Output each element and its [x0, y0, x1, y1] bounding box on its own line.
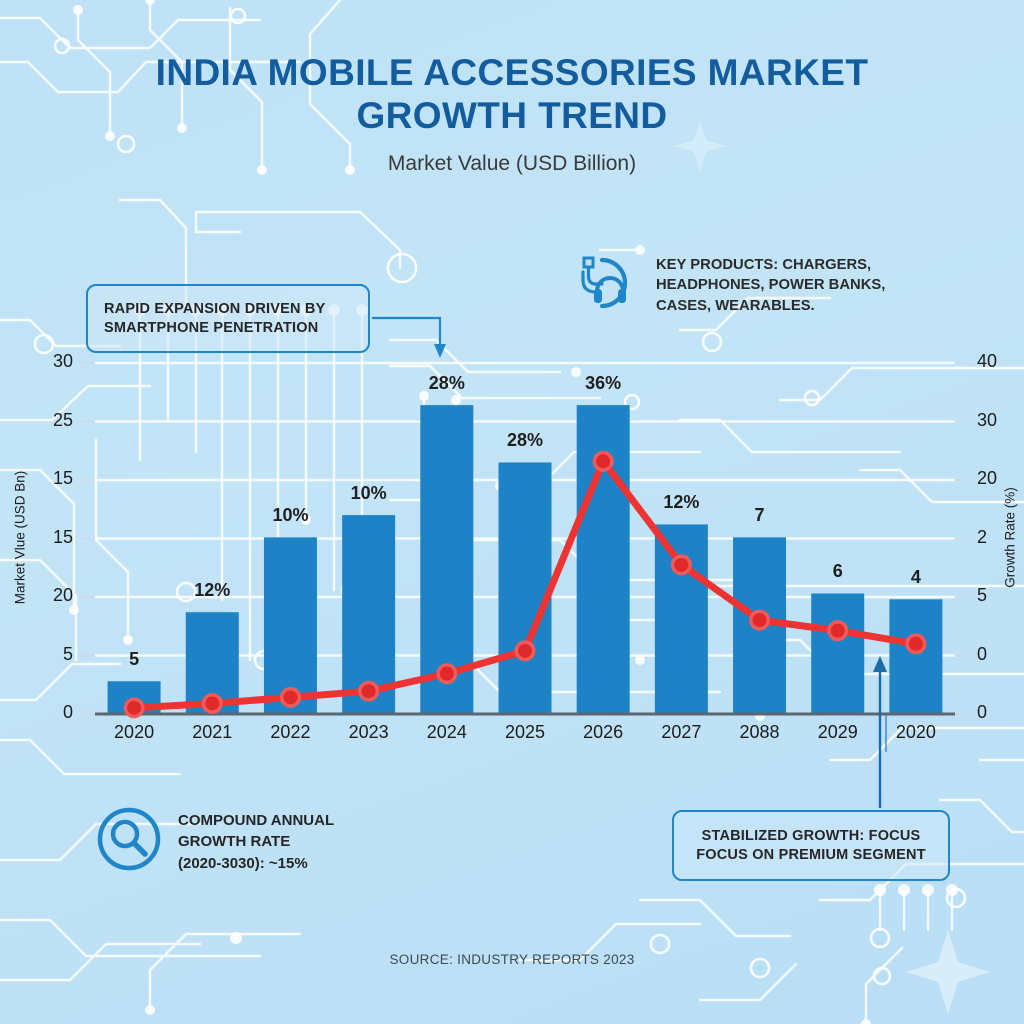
- y-axis-left-tick-label: 5: [62, 643, 73, 664]
- callout-stable-line-2: FOCUS ON PREMIUM SEGMENT: [696, 846, 926, 863]
- bar[interactable]: [654, 524, 708, 714]
- y-axis-right-tick-label: 5: [977, 585, 988, 605]
- y-axis-left-tick-label: 25: [52, 409, 73, 430]
- bar[interactable]: [811, 593, 865, 714]
- line-marker[interactable]: [127, 700, 142, 715]
- source-note: SOURCE: INDUSTRY REPORTS 2023: [389, 952, 635, 967]
- bar-data-label: 28%: [506, 430, 544, 451]
- key-products-block: KEY PRODUCTS: CHARGERS, HEADPHONES, POWE…: [576, 250, 966, 316]
- x-axis-tick-label: 2029: [817, 722, 858, 742]
- magnifier-icon: [97, 807, 161, 871]
- page-title: INDIA MOBILE ACCESSORIES MARKET GROWTH T…: [0, 52, 1024, 138]
- x-axis-tick-label: 2025: [504, 722, 546, 742]
- bar[interactable]: [263, 537, 317, 714]
- key-products-line-1-rest: CHARGERS,: [778, 257, 872, 273]
- y-axis-right-tick-label: 0: [977, 702, 988, 722]
- y-axis-right-tick-label: 40: [977, 351, 998, 371]
- key-products-text: KEY PRODUCTS: CHARGERS, HEADPHONES, POWE…: [656, 250, 885, 316]
- page-title-line-2: GROWTH TREND: [356, 94, 668, 136]
- page-title-line-1: INDIA MOBILE ACCESSORIES MARKET: [155, 52, 869, 93]
- y-axis-left-tick-label: 0: [62, 702, 73, 722]
- x-axis-tick-label: 2020: [895, 722, 936, 742]
- x-axis-tick-label: 2022: [270, 722, 311, 742]
- y-axis-left-tick-label: 30: [52, 351, 73, 371]
- line-marker[interactable]: [439, 666, 454, 681]
- x-axis-tick-label: 2024: [426, 722, 467, 742]
- cagr-line-3: (2020-3030): ~15%: [178, 854, 308, 872]
- x-axis-tick-label: 2088: [739, 722, 780, 742]
- bar-data-label: 36%: [585, 373, 622, 394]
- callout-stabilized-growth: STABILIZED GROWTH: FOCUS FOCUS ON PREMIU…: [672, 810, 950, 882]
- line-marker[interactable]: [752, 613, 767, 628]
- key-products-line-2: HEADPHONES, POWER BANKS,: [656, 277, 886, 294]
- y-axis-left-tick-label: 15: [52, 526, 73, 547]
- x-axis-tick-label: 2020: [114, 722, 155, 742]
- x-axis-tick-label: 2023: [348, 722, 389, 742]
- bar-data-label: 6: [832, 561, 843, 582]
- line-marker[interactable]: [674, 557, 689, 572]
- bar[interactable]: [420, 405, 474, 714]
- x-axis-tick-label: 2027: [661, 722, 702, 742]
- bar-data-label: 4: [910, 567, 921, 588]
- growth-rate-line-series: [123, 450, 927, 719]
- callout-stable-line-1: STABILIZED GROWTH: FOCUS: [701, 828, 921, 844]
- annotation-arrows: [372, 316, 887, 808]
- headphones-usb-icon: [581, 256, 628, 309]
- line-marker[interactable]: [830, 623, 845, 638]
- bar-series: [107, 405, 943, 714]
- line-marker[interactable]: [596, 454, 611, 469]
- y-axis-right-tick-label: 30: [977, 409, 998, 430]
- line-marker[interactable]: [518, 643, 532, 658]
- key-products-line-1: KEY PRODUCTS: CHARGERS,: [656, 255, 885, 275]
- y-axis-left-tick-label: 15: [52, 468, 73, 488]
- bar-data-label: 7: [754, 505, 765, 526]
- page-subtitle: Market Value (USD Billion): [387, 151, 637, 175]
- line-marker[interactable]: [908, 636, 923, 651]
- y-axis-right-tick-label: 2: [977, 526, 988, 547]
- y-axis-right-tick-label: 20: [977, 468, 998, 488]
- bar[interactable]: [498, 462, 552, 714]
- bar[interactable]: [889, 599, 943, 714]
- key-products-line-3: CASES, WEARABLES.: [656, 297, 815, 314]
- page-header: INDIA MOBILE ACCESSORIES MARKET GROWTH T…: [0, 52, 1024, 176]
- x-axis-tick-label: 2021: [192, 722, 233, 742]
- callout-rapid-expansion: RAPID EXPANSION DRIVEN BY SMARTPHONE PEN…: [86, 284, 370, 354]
- bar-data-label: 12%: [663, 492, 700, 513]
- bar-data-label: 10%: [350, 483, 387, 504]
- key-products-lead: KEY PRODUCTS:: [656, 257, 779, 273]
- x-axis-tick-label: 2026: [583, 722, 624, 742]
- callout-rapid-line-1: RAPID EXPANSION DRIVEN BY: [104, 301, 326, 317]
- bar-data-label: 10%: [272, 505, 309, 526]
- bar-data-label: 5: [129, 649, 140, 670]
- callout-rapid-line-2: SMARTPHONE PENETRATION: [104, 319, 319, 336]
- line-marker[interactable]: [205, 696, 220, 711]
- bar-data-label: 28%: [428, 373, 465, 394]
- y-axis-right-tick-label: 0: [977, 643, 988, 664]
- bar-data-label: 12%: [194, 580, 231, 601]
- y-axis-left-tick-label: 20: [52, 585, 73, 605]
- line-marker[interactable]: [283, 690, 298, 705]
- cagr-block: COMPOUND ANNUAL GROWTH RATE (2020-3030):…: [96, 806, 426, 874]
- line-marker[interactable]: [361, 684, 376, 699]
- cagr-text: COMPOUND ANNUAL GROWTH RATE (2020-3030):…: [178, 806, 334, 874]
- cagr-line-1: COMPOUND ANNUAL: [178, 812, 335, 829]
- cagr-line-2: GROWTH RATE: [178, 833, 291, 851]
